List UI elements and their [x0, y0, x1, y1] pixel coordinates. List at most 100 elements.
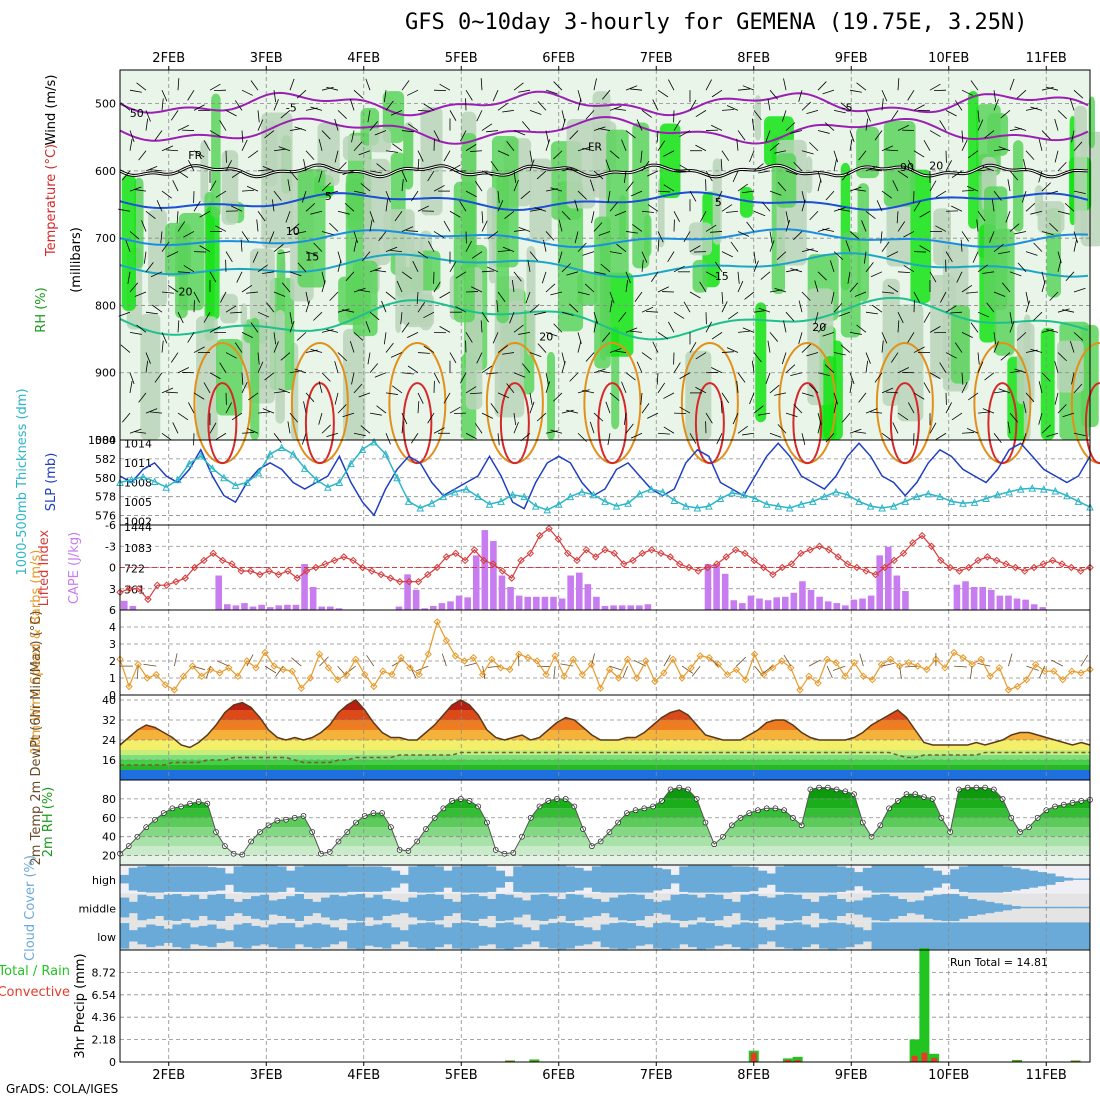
wind-barb	[657, 332, 669, 340]
cloud-bar	[329, 865, 339, 893]
cloud-bar	[268, 865, 278, 893]
wind-barb	[1025, 251, 1038, 256]
wind-barb	[737, 130, 746, 141]
wind-barb	[890, 352, 899, 363]
wind-barb	[545, 89, 558, 95]
cloud-bar	[425, 922, 436, 950]
wind-barb	[1023, 401, 1027, 414]
wind-barb	[401, 130, 414, 133]
wind-barb	[177, 367, 189, 374]
cloud-bar	[993, 922, 1004, 950]
wind-barb	[737, 425, 748, 434]
wind-barb	[566, 409, 579, 414]
wind-barb	[351, 372, 355, 385]
temp-contour-20	[119, 296, 1089, 341]
wind-barb	[582, 147, 595, 152]
cloud-bar	[889, 865, 899, 893]
wind-barb	[145, 210, 156, 219]
cloud-bar	[880, 894, 890, 921]
wind-barb	[305, 300, 311, 313]
temp-tick-label: 32	[102, 714, 116, 727]
cloud-bar	[958, 866, 969, 892]
cloud-bar	[329, 894, 339, 921]
cloud-bar	[618, 922, 628, 950]
wind-barb	[385, 150, 398, 153]
rh-blob	[776, 153, 797, 208]
wind-barb	[801, 248, 814, 253]
wind-barb	[1008, 653, 1013, 667]
wind-barb	[337, 110, 347, 119]
wind-barb	[657, 432, 670, 435]
wind-barb	[783, 78, 787, 91]
wind-barb	[1023, 159, 1027, 171]
wind-barb	[801, 190, 806, 203]
cloud-bar	[320, 865, 331, 893]
wind-speed-marker	[351, 655, 360, 664]
wind-barb	[1021, 190, 1027, 203]
wind-barb	[790, 130, 803, 134]
wind-barb	[129, 89, 142, 93]
cape-bar	[490, 541, 497, 610]
wind-barb	[492, 90, 499, 102]
wind-barb	[897, 367, 909, 374]
wind-barb	[291, 657, 302, 667]
wind-barb	[529, 109, 542, 115]
cloud-bar	[434, 924, 444, 948]
rh-blob	[363, 158, 391, 266]
wind-speed-marker	[587, 660, 596, 669]
wind-speed-marker	[261, 648, 269, 657]
wind-barb	[502, 246, 515, 253]
wind-barb	[982, 166, 995, 172]
wind-barb	[849, 130, 855, 142]
wind-barb	[401, 179, 404, 192]
wind-barb	[1065, 271, 1075, 282]
wind-barb	[349, 98, 355, 111]
thickness-marker	[185, 459, 194, 468]
wind-barb	[321, 182, 331, 192]
wind-barb	[310, 348, 323, 353]
rh-blob	[692, 259, 708, 293]
wind-barb	[167, 284, 179, 293]
wind-barb	[993, 390, 1006, 394]
wind-barb	[417, 401, 420, 414]
wind-barb	[187, 332, 195, 343]
wind-barb	[668, 321, 675, 333]
wind-barb	[640, 392, 643, 405]
cloud-bar	[242, 923, 252, 949]
cloud-bar	[757, 927, 768, 945]
wind-barb	[1073, 239, 1077, 252]
wind-barb	[248, 392, 259, 401]
wind-barb	[264, 130, 275, 139]
date-label: 5FEB	[445, 51, 478, 66]
wind-barb	[305, 251, 318, 256]
wind-barb	[856, 324, 867, 333]
cloud-bar	[259, 927, 270, 945]
wind-barb	[577, 291, 590, 296]
wind-barb	[1009, 312, 1013, 325]
wind-barb	[443, 220, 451, 232]
wind-barb	[945, 110, 957, 117]
wind-barb	[465, 332, 473, 343]
wind-barb	[176, 211, 179, 224]
wind-barb	[385, 342, 394, 353]
cloud-bar	[120, 897, 130, 918]
wind-barb	[1009, 271, 1022, 277]
wind-barb	[318, 381, 323, 394]
cloud-bar	[714, 925, 724, 946]
wind-barb	[558, 251, 563, 264]
wind-barb	[777, 181, 787, 192]
cloud-bar	[478, 925, 488, 946]
cloud-bar	[862, 867, 873, 891]
wind-speed-marker	[1059, 675, 1067, 684]
wind-speed-marker	[687, 664, 695, 672]
wind-barb	[209, 180, 217, 192]
wind-barb	[753, 251, 757, 264]
cloud-bar	[644, 927, 654, 945]
wind-speed-marker	[633, 674, 641, 682]
wind-barb	[241, 284, 253, 293]
wind-barb	[982, 408, 995, 414]
wind-barb	[225, 110, 237, 117]
cloud-bar	[521, 927, 532, 945]
cloud-bar	[976, 900, 986, 915]
cloud-bar	[591, 866, 602, 892]
